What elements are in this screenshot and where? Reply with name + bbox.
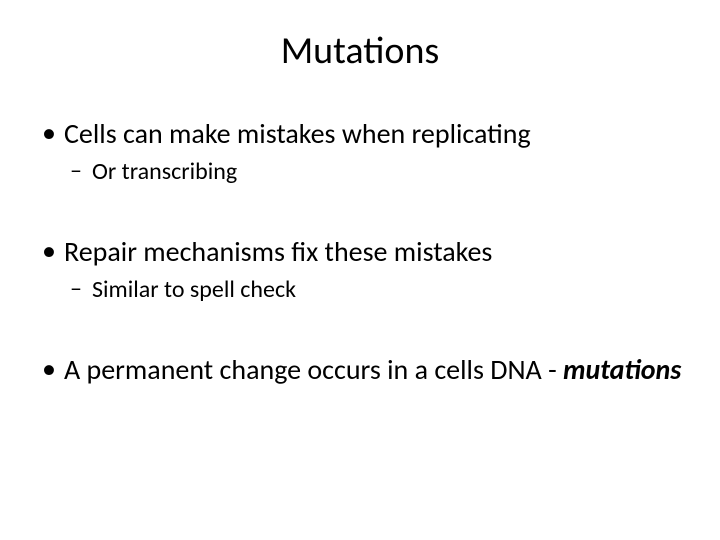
bullet-text: Repair mechanisms fix these mistakes [64,234,492,269]
sub-bullet-text: Similar to spell check [92,275,296,304]
sub-bullet-list: Similar to spell check [64,275,684,304]
sub-bullet-item: Or transcribing [64,157,684,186]
bullet-list: Cells can make mistakes when replicating… [36,116,684,387]
bullet-item: A permanent change occurs in a cells DNA… [36,352,684,387]
sub-bullet-text: Or transcribing [92,157,237,186]
bullet-text-plain: A permanent change occurs in a cells DNA… [64,352,563,387]
sub-bullet-list: Or transcribing [64,157,684,186]
spacer [36,196,684,234]
spacer [36,314,684,352]
sub-bullet-item: Similar to spell check [64,275,684,304]
slide-title: Mutations [36,28,684,74]
bullet-text-emph: mutations [563,352,681,387]
bullet-text: Cells can make mistakes when replicating [64,116,531,151]
bullet-item: Cells can make mistakes when replicating… [36,116,684,186]
bullet-item: Repair mechanisms fix these mistakes Sim… [36,234,684,304]
